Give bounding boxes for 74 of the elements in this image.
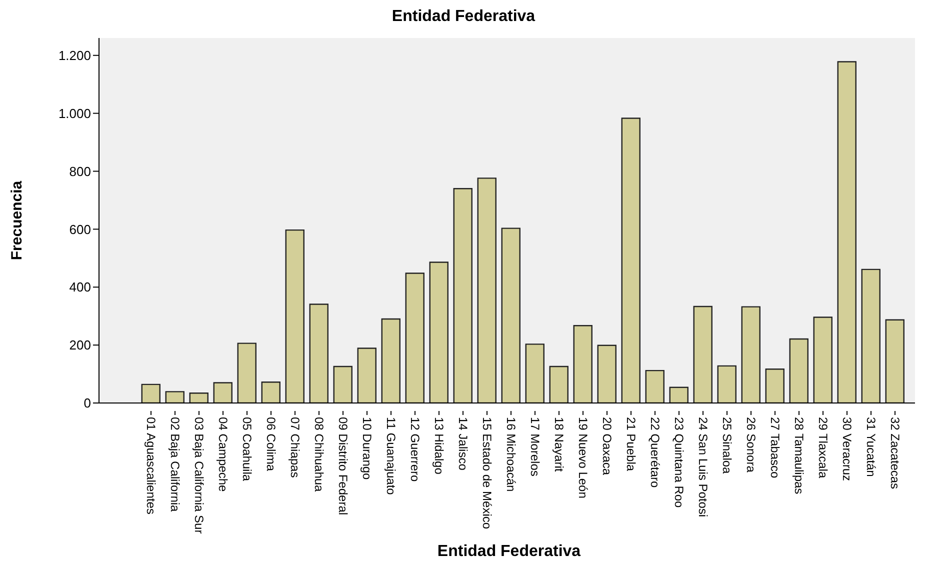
x-tick-label: 16 Michoacán [504, 417, 518, 492]
bar [861, 268, 880, 403]
bar [813, 316, 832, 403]
bar [285, 229, 304, 403]
x-tick-label: 18 Nayarit [552, 417, 566, 472]
bar [501, 228, 520, 403]
x-tick-label: 12 Guerrero [408, 417, 422, 482]
y-tick-label: 1.000 [58, 106, 91, 121]
x-tick-label: 11 Guanajuato [384, 417, 398, 496]
bar [429, 262, 448, 403]
x-tick-label: 15 Estado de México [480, 417, 494, 530]
x-tick-label: 20 Oaxaca [600, 417, 614, 476]
y-tick-label: 400 [69, 280, 91, 295]
x-tick-label: 14 Jalisco [456, 417, 470, 471]
bar [693, 306, 712, 403]
x-tick-label: 24 San Luis Potosi [696, 417, 710, 518]
bar [837, 61, 856, 403]
y-tick-label: 0 [84, 396, 91, 411]
bar [549, 366, 568, 403]
x-tick-label: 10 Durango [360, 417, 374, 480]
x-tick-label: 29 Tlaxcala [816, 417, 830, 478]
x-tick-label: 04 Campeche [216, 417, 230, 492]
bar [717, 365, 736, 403]
x-tick-label: 19 Nuevo León [576, 417, 590, 498]
y-tick-label: 200 [69, 338, 91, 353]
x-tick-label: 27 Tabasco [768, 417, 782, 478]
x-tick-label: 28 Tamaulipas [792, 417, 806, 494]
chart-title: Entidad Federativa [390, 8, 536, 27]
x-tick-label: 22 Querétaro [648, 417, 662, 488]
x-tick-label: 30 Veracruz [840, 417, 854, 482]
x-tick-label: 06 Colima [264, 417, 278, 472]
bar [357, 348, 376, 403]
x-tick-label: 05 Coahuila [240, 417, 254, 482]
x-tick-label: 09 Distrito Federal [336, 417, 350, 516]
x-tick-label: 25 Sinaloa [720, 417, 734, 474]
bar [189, 392, 208, 403]
bar [645, 370, 664, 403]
x-tick-label: 31 Yucatán [864, 417, 878, 477]
bar [765, 368, 784, 403]
bar [141, 384, 160, 403]
bar [405, 272, 424, 403]
bar [885, 319, 904, 403]
bar [597, 344, 616, 403]
x-tick-label: 02 Baja California [168, 417, 182, 512]
bar [477, 178, 496, 403]
bar [741, 306, 760, 403]
y-tick-label: 1.200 [58, 48, 91, 63]
x-tick-label: 03 Baja California Sur [192, 417, 206, 534]
y-tick-label: 800 [69, 164, 91, 179]
x-tick-label: 21 Puebla [624, 417, 638, 472]
x-axis-title: Entidad Federativa [436, 543, 582, 561]
bar [309, 304, 328, 403]
bar [669, 386, 688, 403]
x-tick-label: 23 Quintana Roo [672, 417, 686, 508]
x-tick-label: 07 Chiapas [288, 417, 302, 478]
bar [261, 382, 280, 403]
x-tick-label: 13 Hidalgo [432, 417, 446, 475]
x-tick-label: 32 Zacatecas [888, 417, 902, 490]
bar [573, 325, 592, 403]
y-axis-title: Frecuencia [8, 180, 26, 260]
bar [237, 342, 256, 403]
y-tick-label: 600 [69, 222, 91, 237]
x-tick-label: 17 Morelos [528, 417, 542, 476]
bar [165, 391, 184, 403]
x-tick-label: 08 Chihuahua [312, 417, 326, 492]
bar [213, 382, 232, 403]
bar [453, 188, 472, 403]
bar [525, 344, 544, 403]
bar [621, 118, 640, 403]
bar [381, 318, 400, 403]
bar [789, 338, 808, 403]
x-tick-label: 01 Aguascalientes [144, 417, 158, 514]
bar [333, 366, 352, 403]
x-tick-label: 26 Sonora [744, 417, 758, 473]
